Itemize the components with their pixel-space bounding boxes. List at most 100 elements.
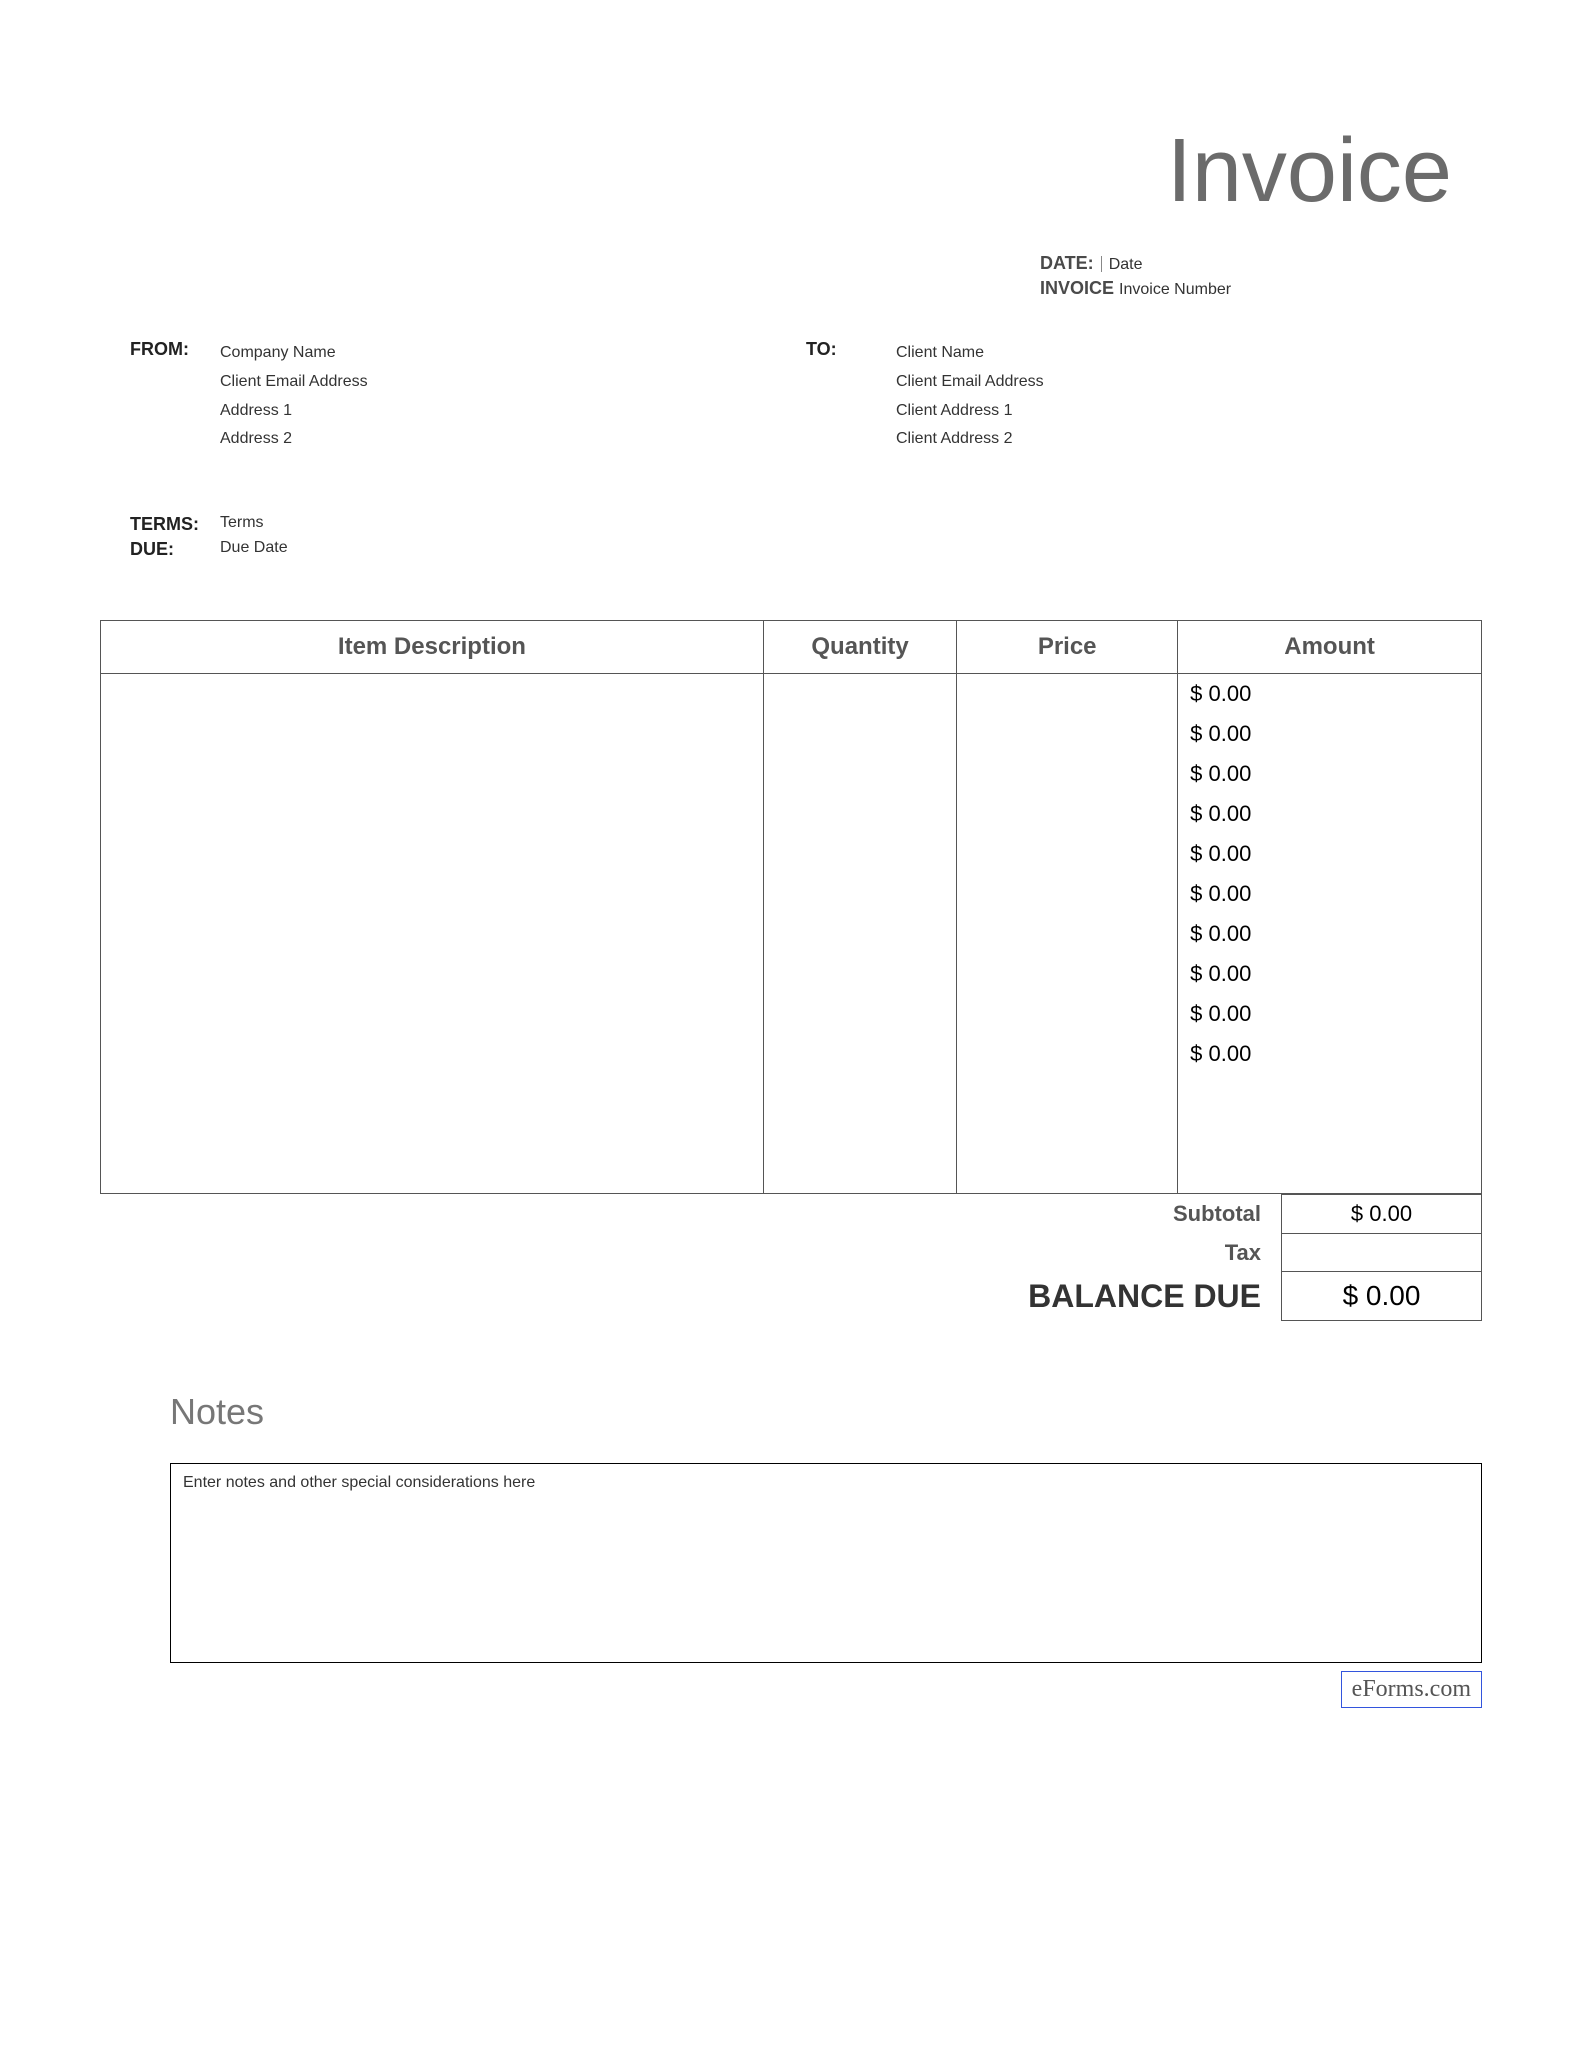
notes-heading: Notes	[100, 1391, 1482, 1433]
text-cursor-icon	[1101, 256, 1102, 272]
cell-price[interactable]	[957, 914, 1178, 954]
cell-qty[interactable]	[763, 754, 956, 794]
table-row	[101, 1154, 1482, 1194]
meta-invoice-row: INVOICE Invoice Number	[1040, 278, 1482, 299]
from-line[interactable]: Address 1	[220, 397, 368, 426]
terms-label: TERMS:	[130, 514, 200, 535]
cell-qty[interactable]	[763, 874, 956, 914]
cell-qty[interactable]	[763, 1074, 956, 1114]
cell-amount[interactable]: $ 0.00	[1178, 834, 1482, 874]
cell-amount[interactable]: $ 0.00	[1178, 954, 1482, 994]
tax-value[interactable]	[1282, 1234, 1482, 1272]
cell-desc[interactable]	[101, 1114, 764, 1154]
cell-amount[interactable]: $ 0.00	[1178, 994, 1482, 1034]
table-row	[101, 1114, 1482, 1154]
date-value[interactable]: Date	[1109, 256, 1143, 273]
table-row: $ 0.00	[101, 1034, 1482, 1074]
cell-price[interactable]	[957, 1154, 1178, 1194]
cell-qty[interactable]	[763, 994, 956, 1034]
table-row: $ 0.00	[101, 954, 1482, 994]
cell-price[interactable]	[957, 994, 1178, 1034]
table-row: $ 0.00	[101, 754, 1482, 794]
terms-value[interactable]: Terms	[220, 514, 264, 535]
items-table: Item Description Quantity Price Amount $…	[100, 620, 1482, 1194]
table-header-row: Item Description Quantity Price Amount	[101, 621, 1482, 674]
cell-amount[interactable]	[1178, 1114, 1482, 1154]
cell-desc[interactable]	[101, 794, 764, 834]
cell-desc[interactable]	[101, 714, 764, 754]
cell-price[interactable]	[957, 874, 1178, 914]
cell-desc[interactable]	[101, 874, 764, 914]
col-header-price: Price	[957, 621, 1178, 674]
cell-amount[interactable]: $ 0.00	[1178, 754, 1482, 794]
due-label: DUE:	[130, 539, 200, 560]
cell-qty[interactable]	[763, 794, 956, 834]
cell-qty[interactable]	[763, 954, 956, 994]
cell-qty[interactable]	[763, 1114, 956, 1154]
cell-price[interactable]	[957, 1074, 1178, 1114]
cell-amount[interactable]: $ 0.00	[1178, 914, 1482, 954]
to-label: TO:	[806, 339, 876, 454]
cell-desc[interactable]	[101, 1154, 764, 1194]
cell-price[interactable]	[957, 754, 1178, 794]
cell-price[interactable]	[957, 1114, 1178, 1154]
from-line[interactable]: Address 2	[220, 425, 368, 454]
brand-link[interactable]: eForms.com	[1341, 1671, 1482, 1708]
cell-qty[interactable]	[763, 914, 956, 954]
cell-qty[interactable]	[763, 834, 956, 874]
cell-desc[interactable]	[101, 1034, 764, 1074]
cell-desc[interactable]	[101, 954, 764, 994]
to-line[interactable]: Client Address 1	[896, 397, 1044, 426]
col-header-quantity: Quantity	[763, 621, 956, 674]
to-line[interactable]: Client Email Address	[896, 368, 1044, 397]
cell-price[interactable]	[957, 834, 1178, 874]
balance-due-value: $ 0.00	[1282, 1272, 1482, 1321]
from-label: FROM:	[130, 339, 200, 454]
cell-qty[interactable]	[763, 714, 956, 754]
totals-block: Subtotal $ 0.00 Tax BALANCE DUE $ 0.00	[100, 1194, 1482, 1321]
cell-amount[interactable]	[1178, 1074, 1482, 1114]
from-line[interactable]: Client Email Address	[220, 368, 368, 397]
cell-amount[interactable]: $ 0.00	[1178, 674, 1482, 714]
table-row: $ 0.00	[101, 914, 1482, 954]
due-value[interactable]: Due Date	[220, 539, 288, 560]
balance-due-label: BALANCE DUE	[1008, 1272, 1281, 1321]
footer-brand: eForms.com	[100, 1671, 1482, 1708]
notes-textarea[interactable]: Enter notes and other special considerat…	[170, 1463, 1482, 1663]
subtotal-row: Subtotal $ 0.00	[1008, 1195, 1481, 1234]
balance-row: BALANCE DUE $ 0.00	[1008, 1272, 1481, 1321]
from-lines[interactable]: Company Name Client Email Address Addres…	[220, 339, 368, 454]
to-lines[interactable]: Client Name Client Email Address Client …	[896, 339, 1044, 454]
from-line[interactable]: Company Name	[220, 339, 368, 368]
table-row: $ 0.00	[101, 994, 1482, 1034]
cell-price[interactable]	[957, 794, 1178, 834]
cell-amount[interactable]: $ 0.00	[1178, 714, 1482, 754]
cell-desc[interactable]	[101, 994, 764, 1034]
cell-desc[interactable]	[101, 1074, 764, 1114]
to-line[interactable]: Client Name	[896, 339, 1044, 368]
terms-row: TERMS: Terms	[130, 514, 1482, 535]
cell-price[interactable]	[957, 714, 1178, 754]
table-row: $ 0.00	[101, 834, 1482, 874]
cell-qty[interactable]	[763, 1154, 956, 1194]
due-row: DUE: Due Date	[130, 539, 1482, 560]
cell-qty[interactable]	[763, 1034, 956, 1074]
cell-price[interactable]	[957, 954, 1178, 994]
cell-price[interactable]	[957, 674, 1178, 714]
invoice-number-value[interactable]: Invoice Number	[1119, 281, 1231, 298]
cell-amount[interactable]: $ 0.00	[1178, 1034, 1482, 1074]
cell-amount[interactable]: $ 0.00	[1178, 874, 1482, 914]
cell-price[interactable]	[957, 1034, 1178, 1074]
table-row: $ 0.00	[101, 714, 1482, 754]
cell-amount[interactable]	[1178, 1154, 1482, 1194]
invoice-label: INVOICE	[1040, 278, 1114, 298]
to-block: TO: Client Name Client Email Address Cli…	[806, 339, 1482, 454]
cell-amount[interactable]: $ 0.00	[1178, 794, 1482, 834]
cell-desc[interactable]	[101, 914, 764, 954]
cell-desc[interactable]	[101, 834, 764, 874]
table-row: $ 0.00	[101, 874, 1482, 914]
cell-qty[interactable]	[763, 674, 956, 714]
cell-desc[interactable]	[101, 754, 764, 794]
to-line[interactable]: Client Address 2	[896, 425, 1044, 454]
cell-desc[interactable]	[101, 674, 764, 714]
